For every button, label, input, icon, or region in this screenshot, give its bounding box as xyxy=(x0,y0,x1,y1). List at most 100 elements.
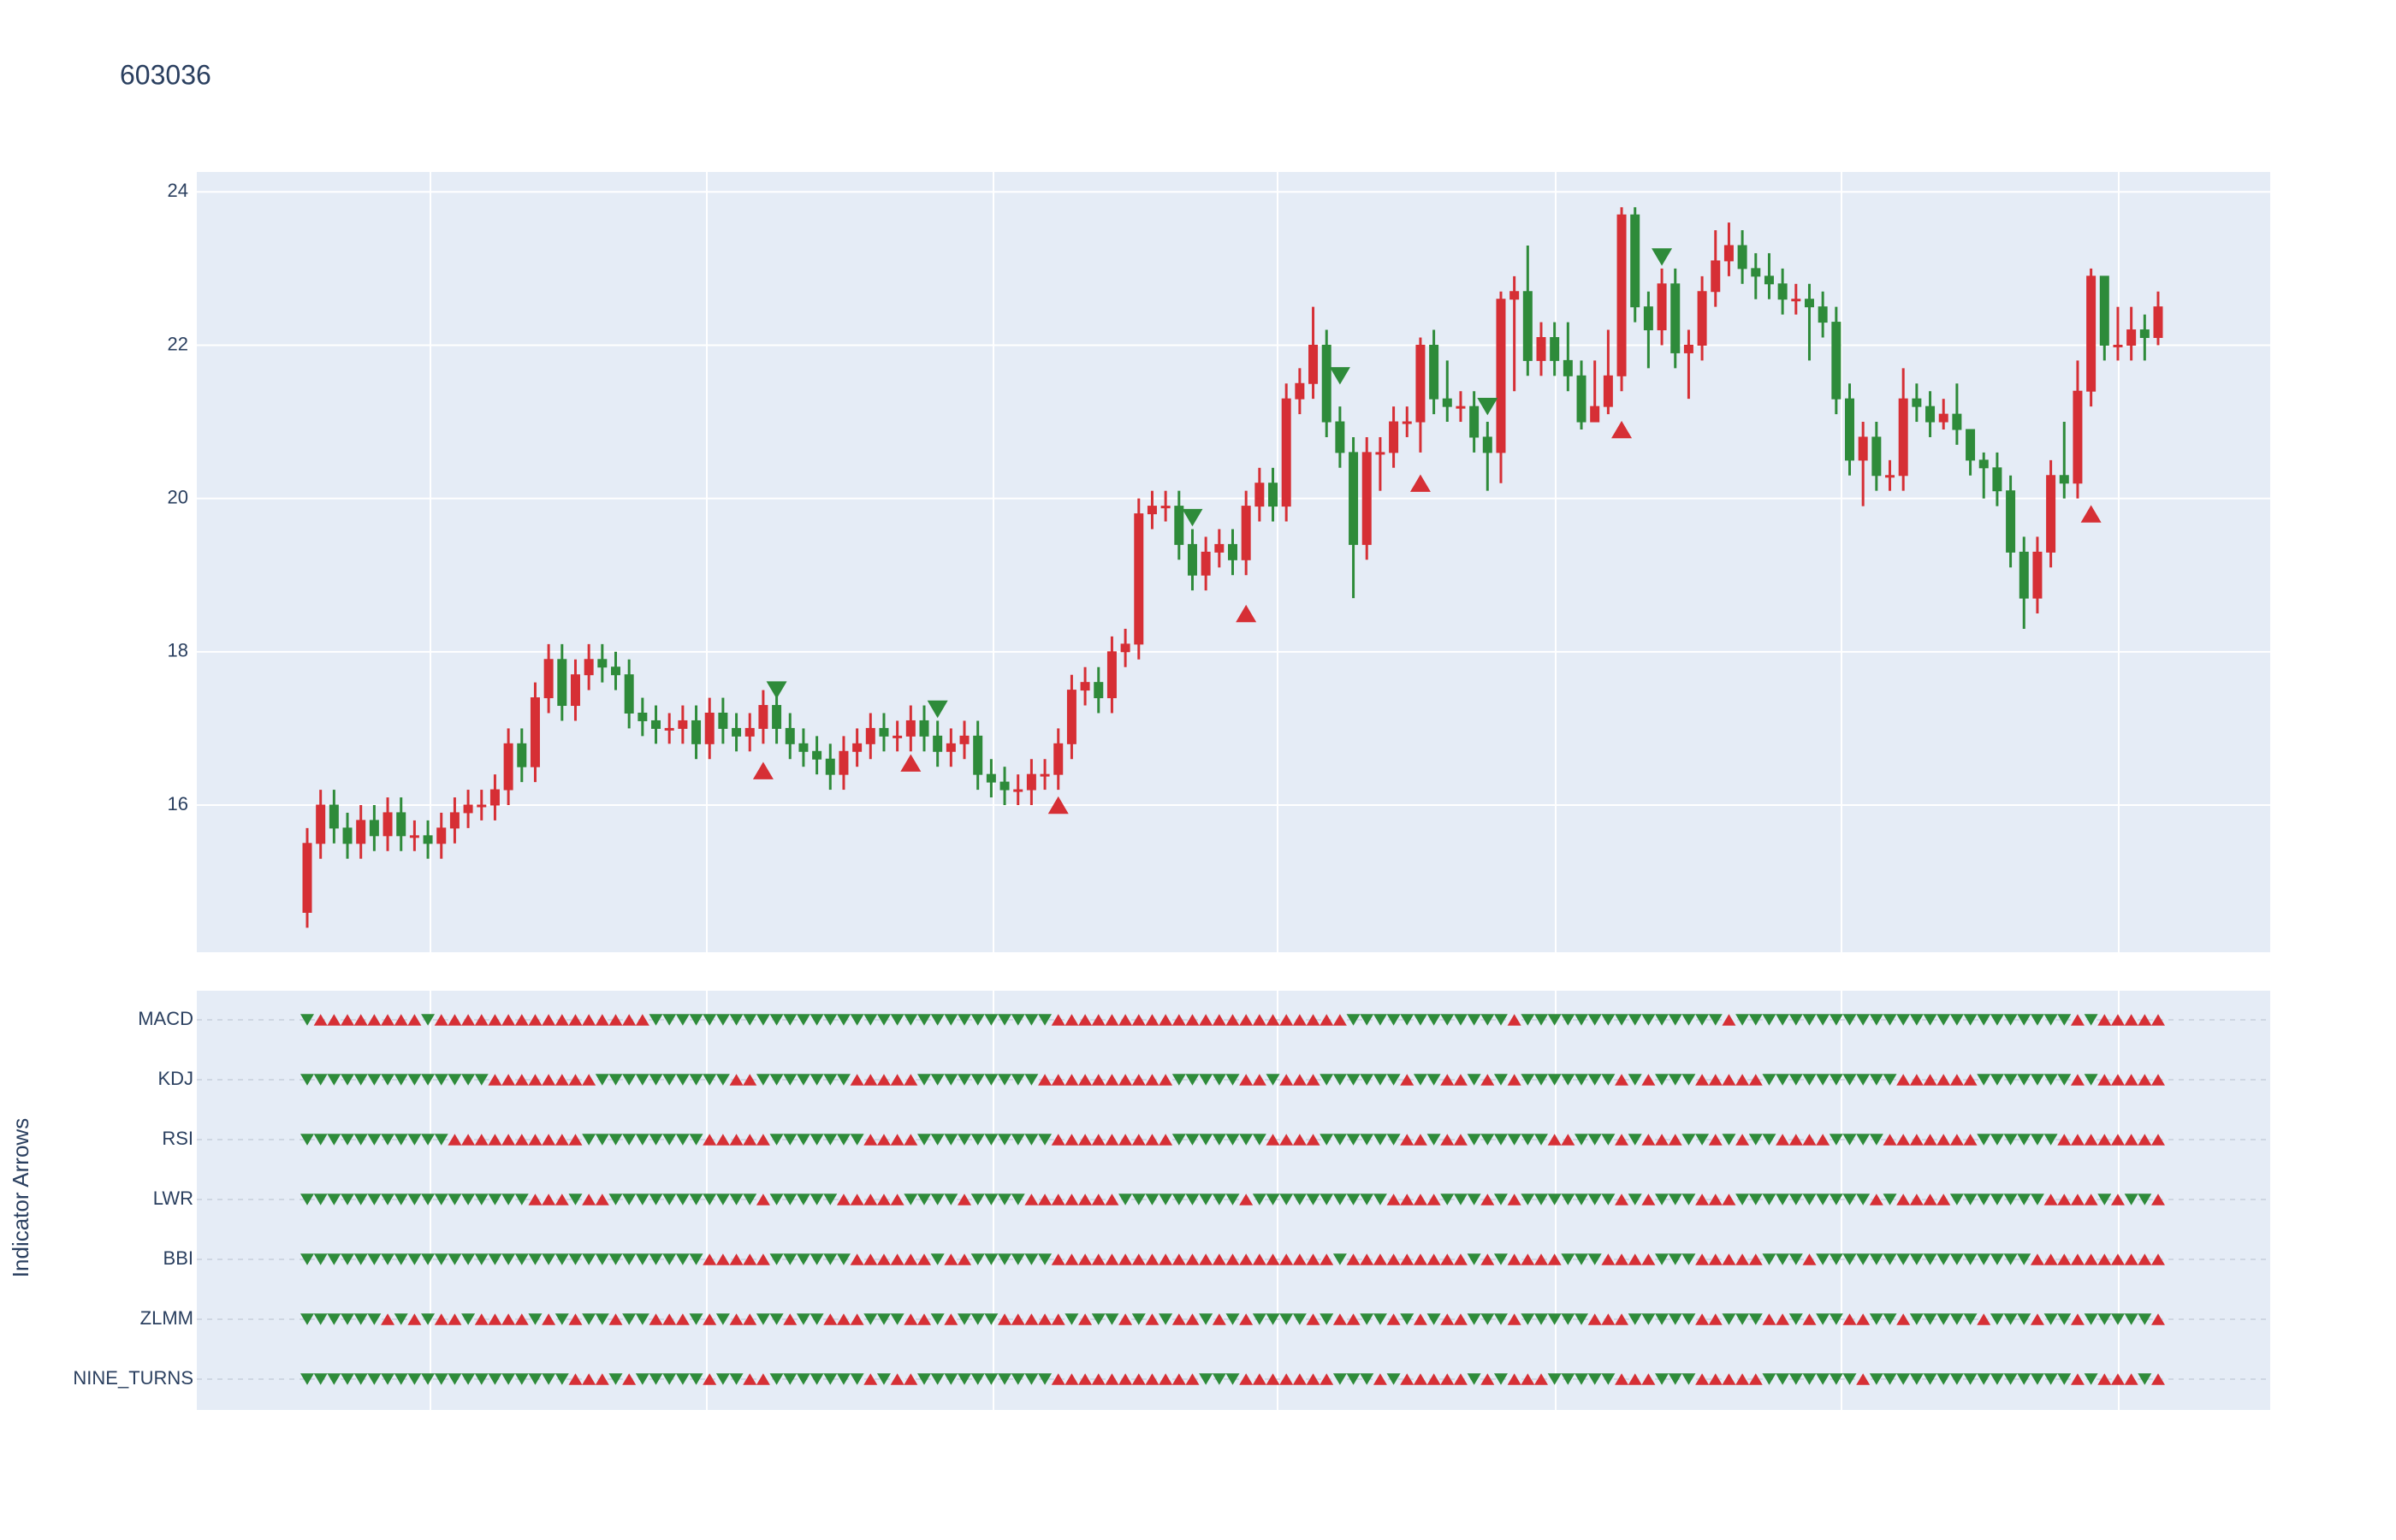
indicator-arrow xyxy=(863,1253,878,1265)
y-tick-label: 22 xyxy=(168,333,188,354)
indicator-arrow xyxy=(1159,1253,1173,1265)
indicator-arrow xyxy=(1145,1134,1159,1146)
candle-body xyxy=(369,820,379,837)
candle-body xyxy=(517,743,527,767)
indicator-arrow xyxy=(1252,1313,1266,1325)
indicator-arrow xyxy=(622,1313,637,1325)
indicator-arrow xyxy=(1078,1014,1093,1026)
indicator-arrow xyxy=(1306,1253,1320,1265)
indicator-arrow xyxy=(930,1253,945,1265)
indicator-arrow xyxy=(1171,1313,1186,1325)
candle-body xyxy=(1590,406,1600,423)
indicator-arrow xyxy=(1131,1134,1146,1146)
indicator-arrow xyxy=(1856,1194,1871,1205)
indicator-arrow xyxy=(715,1194,730,1205)
indicator-arrow xyxy=(514,1373,529,1385)
candle-body xyxy=(1831,322,1841,400)
indicator-arrow xyxy=(1239,1253,1254,1265)
indicator-arrow xyxy=(1909,1194,1924,1205)
indicator-arrow xyxy=(1722,1194,1736,1205)
indicator-arrow xyxy=(582,1014,596,1026)
candle-body xyxy=(1697,291,1707,346)
indicator-arrow xyxy=(1842,1074,1857,1086)
indicator-arrow xyxy=(850,1373,864,1385)
indicator-arrow xyxy=(984,1074,999,1086)
indicator-arrow xyxy=(461,1134,476,1146)
indicator-arrow xyxy=(1534,1194,1548,1205)
indicator-arrow xyxy=(1856,1134,1871,1146)
indicator-arrow xyxy=(1990,1134,2004,1146)
indicator-arrow xyxy=(2124,1373,2138,1385)
indicator-arrow xyxy=(1587,1014,1602,1026)
indicator-arrow xyxy=(1480,1134,1495,1146)
indicator-arrow xyxy=(1802,1373,1817,1385)
indicator-arrow xyxy=(1681,1074,1696,1086)
indicator-arrow xyxy=(1883,1253,1897,1265)
indicator-arrow xyxy=(514,1194,529,1205)
indicator-arrow xyxy=(1883,1373,1897,1385)
indicator-arrow xyxy=(998,1074,1012,1086)
indicator-arrow xyxy=(2003,1313,2018,1325)
indicator-arrow xyxy=(2110,1014,2125,1026)
indicator-arrow xyxy=(1641,1074,1656,1086)
indicator-arrow xyxy=(1493,1134,1508,1146)
indicator-arrow xyxy=(1118,1313,1133,1325)
candle-body xyxy=(1938,413,1948,423)
indicator-arrow xyxy=(1225,1134,1240,1146)
indicator-arrow xyxy=(1091,1373,1106,1385)
indicator-arrow xyxy=(1078,1134,1093,1146)
indicator-arrow xyxy=(407,1253,422,1265)
indicator-arrow xyxy=(1145,1014,1159,1026)
indicator-arrow xyxy=(823,1074,838,1086)
indicator-arrow xyxy=(1668,1253,1682,1265)
indicator-arrow xyxy=(2110,1194,2125,1205)
indicator-arrow xyxy=(2084,1134,2098,1146)
candle-body xyxy=(1241,506,1251,560)
indicator-arrow xyxy=(1185,1014,1200,1026)
indicator-arrow xyxy=(367,1074,382,1086)
indicator-arrow xyxy=(1199,1253,1213,1265)
indicator-arrow xyxy=(1587,1313,1602,1325)
indicator-arrow xyxy=(474,1134,489,1146)
indicator-arrow xyxy=(1480,1014,1495,1026)
indicator-arrow xyxy=(434,1253,448,1265)
row-label: NINE_TURNS xyxy=(73,1367,193,1389)
indicator-arrow xyxy=(327,1194,341,1205)
candle-body xyxy=(1281,398,1291,507)
indicator-arrow xyxy=(1923,1313,1937,1325)
indicator-arrow xyxy=(461,1074,476,1086)
indicator-arrow xyxy=(1185,1194,1200,1205)
indicator-arrow xyxy=(876,1014,891,1026)
indicator-arrow xyxy=(1011,1074,1025,1086)
indicator-arrow xyxy=(1949,1313,1964,1325)
indicator-arrow xyxy=(568,1134,583,1146)
indicator-arrow xyxy=(2138,1014,2152,1026)
indicator-arrow xyxy=(876,1253,891,1265)
indicator-arrow xyxy=(1038,1194,1053,1205)
indicator-arrow xyxy=(1936,1194,1951,1205)
indicator-arrow xyxy=(715,1253,730,1265)
indicator-arrow xyxy=(1641,1373,1656,1385)
indicator-arrow xyxy=(715,1313,730,1325)
candle-body xyxy=(1482,436,1492,453)
indicator-arrow xyxy=(595,1373,609,1385)
indicator-arrow xyxy=(2057,1253,2072,1265)
indicator-arrow xyxy=(1829,1373,1843,1385)
y-axis-title: Indicator Arrows xyxy=(8,1118,33,1277)
indicator-arrow xyxy=(890,1194,904,1205)
indicator-arrow xyxy=(2138,1313,2152,1325)
indicator-arrow xyxy=(1507,1373,1521,1385)
indicator-arrow xyxy=(313,1373,328,1385)
indicator-arrow xyxy=(1829,1313,1843,1325)
indicator-arrow xyxy=(394,1074,408,1086)
indicator-arrow xyxy=(367,1253,382,1265)
indicator-arrow xyxy=(2151,1194,2165,1205)
candle-body xyxy=(1375,452,1385,455)
indicator-arrow xyxy=(1024,1313,1039,1325)
indicator-arrow xyxy=(1681,1253,1696,1265)
indicator-arrow xyxy=(984,1134,999,1146)
indicator-arrow xyxy=(1279,1253,1294,1265)
indicator-arrow xyxy=(2110,1074,2125,1086)
candle-body xyxy=(2059,475,2069,484)
indicator-arrow xyxy=(1266,1014,1280,1026)
